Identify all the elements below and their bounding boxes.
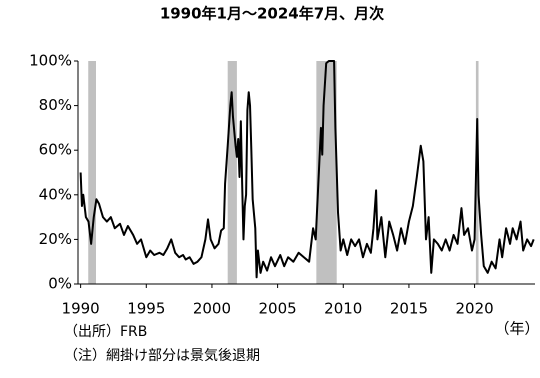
source: （出所）FRB bbox=[64, 324, 147, 340]
y-tick-label: 20% bbox=[39, 230, 72, 248]
x-tick-label: 2020 bbox=[455, 300, 493, 318]
y-tick-label: 100% bbox=[29, 52, 72, 70]
x-tick-label: 1990 bbox=[62, 300, 100, 318]
chart-title: 1990年1月～2024年7月、月次 bbox=[160, 5, 384, 23]
y-tick-label: 0% bbox=[48, 275, 72, 293]
recession-band bbox=[227, 61, 237, 284]
x-tick-label: 2000 bbox=[193, 300, 231, 318]
note: （注）網掛け部分は景気後退期 bbox=[64, 348, 260, 364]
y-tick-label: 60% bbox=[39, 141, 72, 159]
x-tick-label: 2005 bbox=[259, 300, 297, 318]
recession-band bbox=[316, 61, 337, 284]
data-line bbox=[79, 60, 535, 279]
x-unit: （年） bbox=[494, 320, 539, 338]
recession-band bbox=[88, 61, 96, 284]
x-tick-label: 2010 bbox=[324, 300, 362, 318]
x-tick-label: 1995 bbox=[127, 300, 165, 318]
y-tick-label: 40% bbox=[39, 185, 72, 203]
y-tick-label: 80% bbox=[39, 96, 72, 114]
x-tick-label: 2015 bbox=[390, 300, 428, 318]
